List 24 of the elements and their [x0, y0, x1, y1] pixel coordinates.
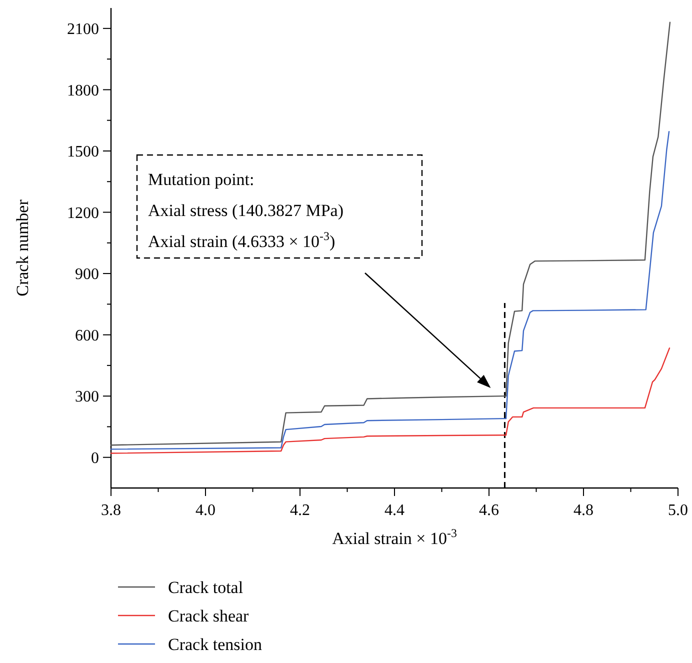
annotation: Mutation point: Axial stress (140.3827 MPa) Axial strain (4.6333 × 10$^{-3}$)	[148, 170, 344, 251]
y-tick-label: 1500	[67, 144, 99, 161]
x-tick-label: 5.0	[668, 502, 688, 519]
y-tick-label: 2100	[67, 21, 99, 38]
line-series	[110, 347, 670, 454]
x-tick-label: 3.8	[101, 502, 121, 519]
line-series	[110, 130, 670, 450]
legend-label: Crack tension	[168, 634, 262, 654]
x-tick-label: 4.6	[479, 502, 499, 519]
x-axis-title: Axial strain × 10$^{-3}$	[332, 526, 457, 548]
y-tick-label: 1800	[67, 82, 99, 100]
y-tick-label: 900	[75, 266, 99, 284]
x-tick-label: 4.2	[290, 502, 310, 519]
line-series	[110, 22, 671, 446]
legend-label: Crack total	[168, 578, 244, 597]
y-tick-label: 1200	[67, 204, 99, 222]
x-tick-label: 4.8	[574, 502, 594, 519]
x-tick-label: 4.4	[384, 502, 404, 519]
x-tick-label: 4.0	[196, 502, 216, 519]
legend-label: Crack shear	[168, 606, 250, 626]
y-tick-label: 0	[91, 450, 99, 467]
y-tick-label: 600	[75, 327, 99, 344]
y-tick-label: 300	[75, 388, 99, 406]
y-axis-title: Crack number	[13, 199, 32, 296]
